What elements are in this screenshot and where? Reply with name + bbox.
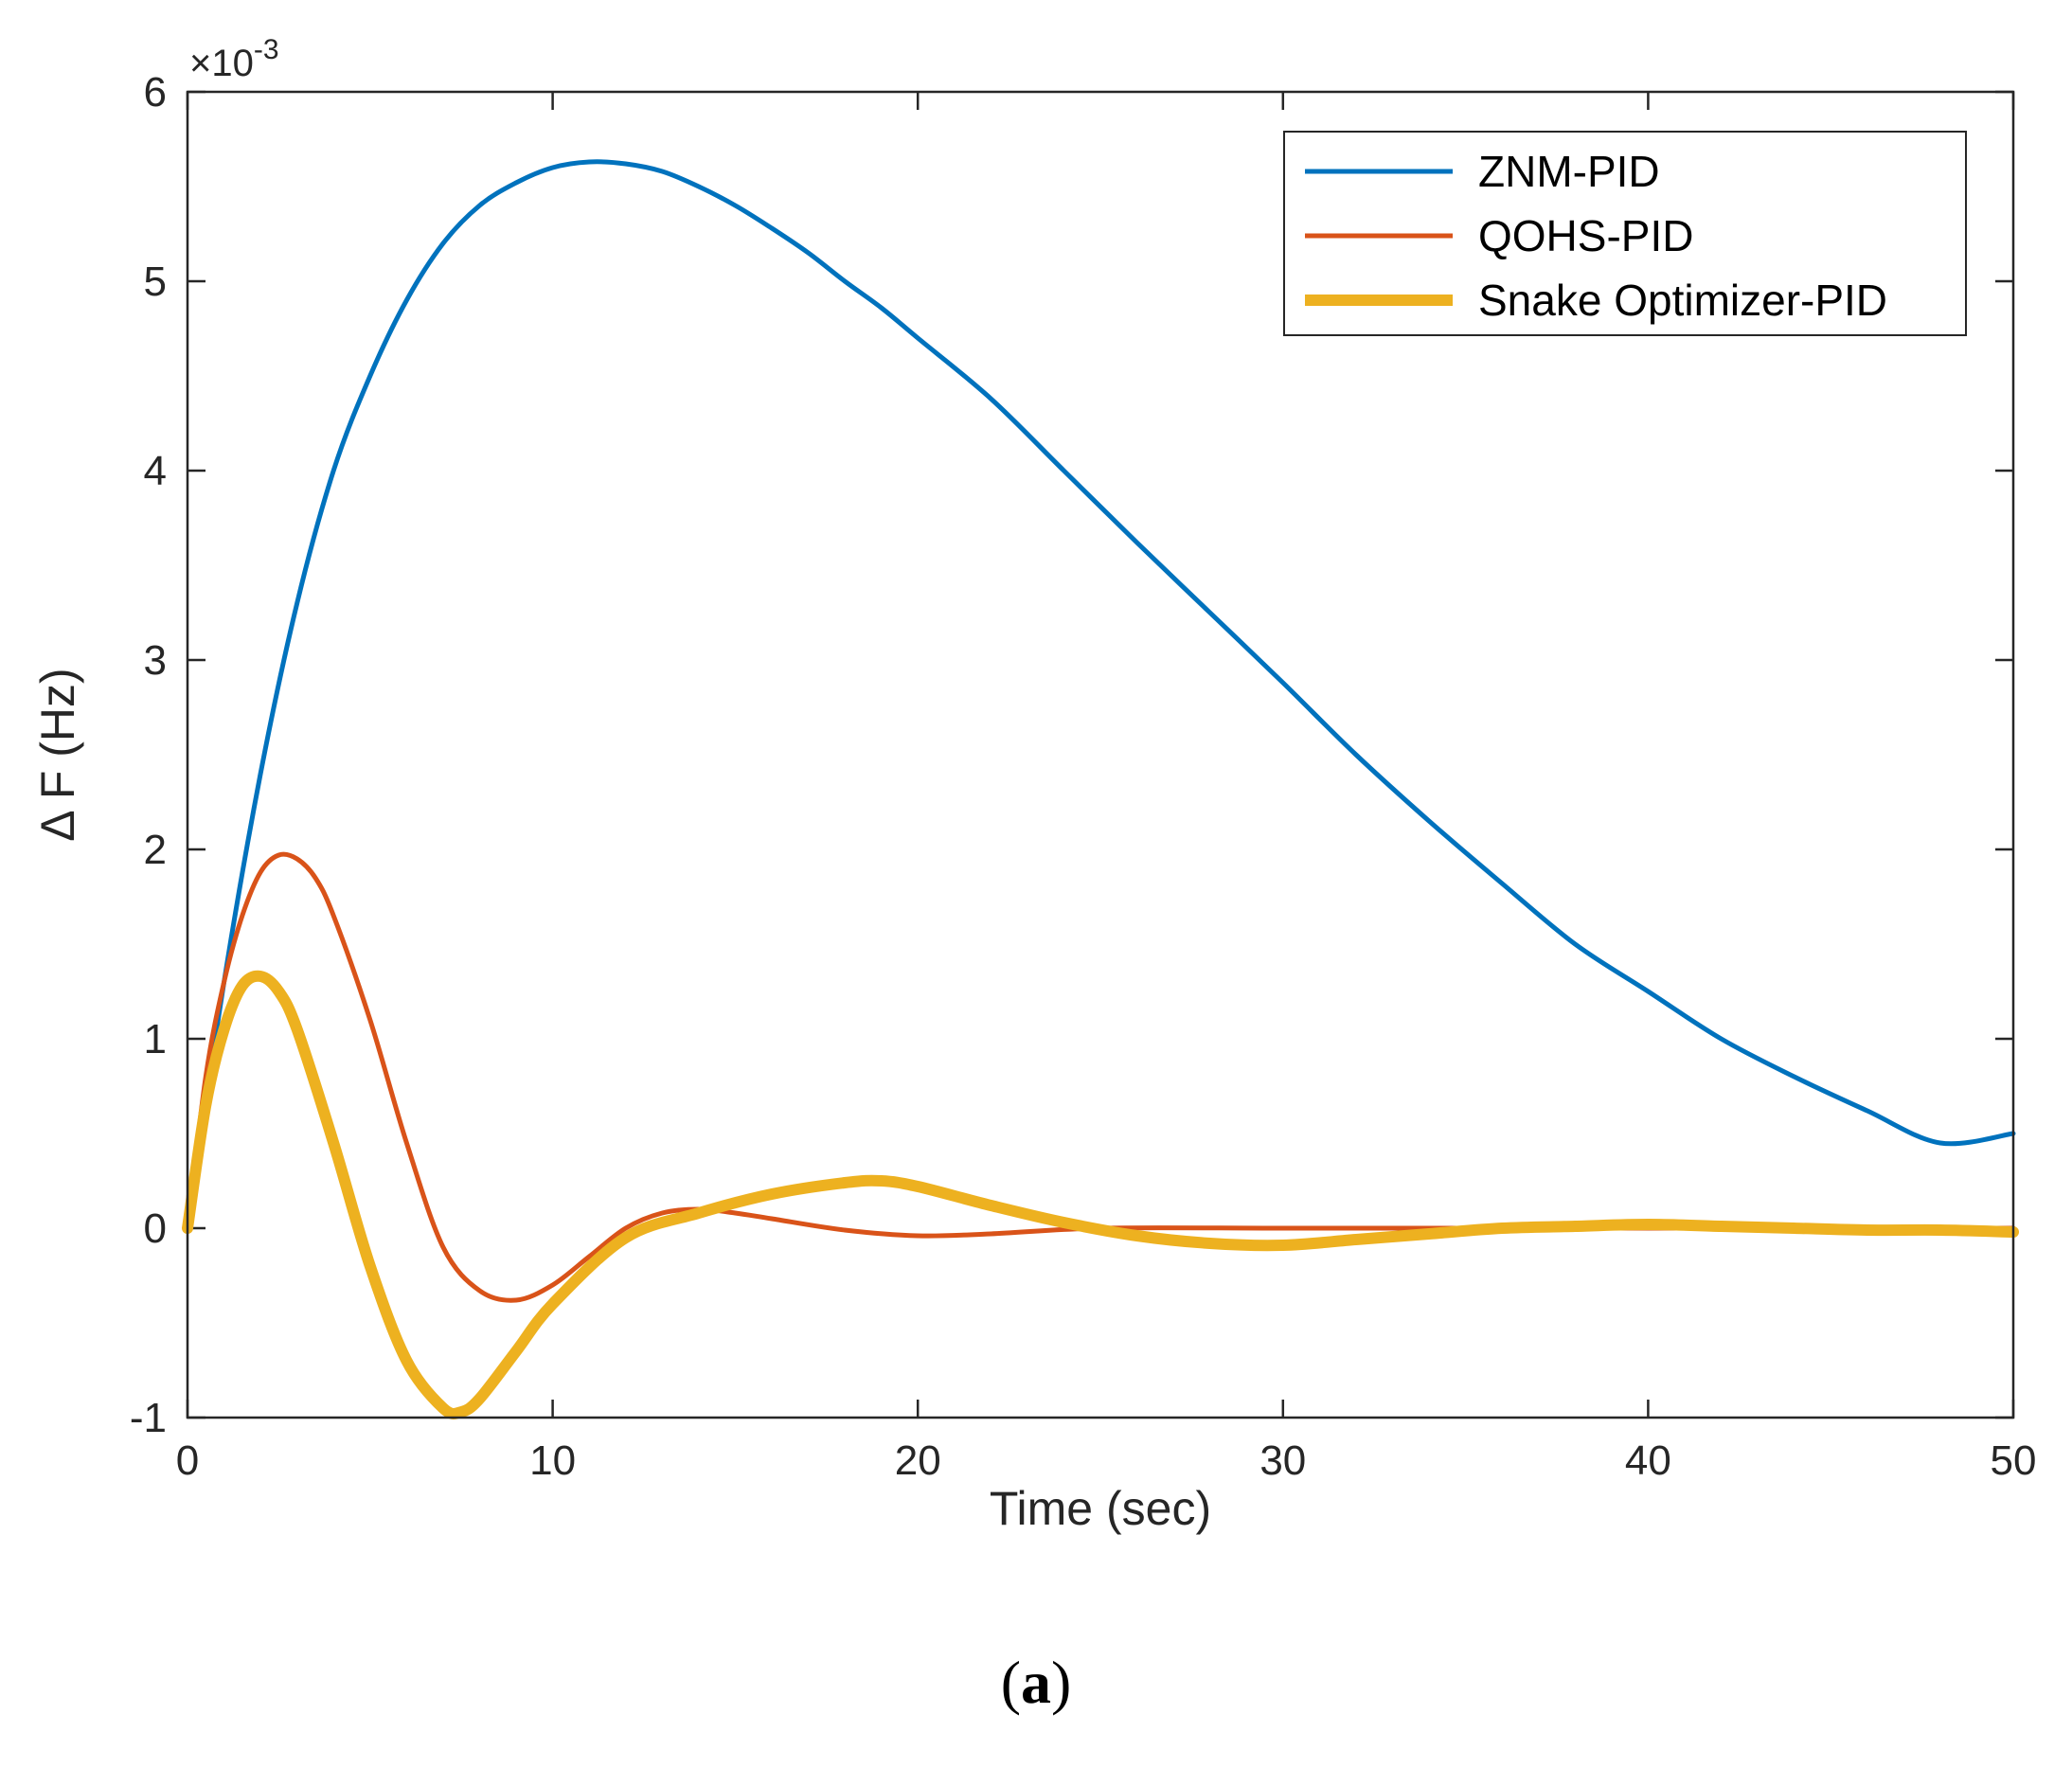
legend-label-2: QOHS-PID [1478,211,1693,260]
series-layer [182,159,2019,1419]
x-axis-label: Time (sec) [990,1482,1211,1535]
y-tick-label: 5 [144,259,167,305]
plot-frame [186,90,2015,1419]
caption-label: a [1021,1649,1051,1716]
y-multiplier: ×10-3 [189,34,279,84]
x-tick-label: 20 [895,1437,941,1484]
x-tick-label: 40 [1625,1437,1671,1484]
y-axis-label: Δ F (Hz) [31,668,84,841]
legend-label-3: Snake Optimizer-PID [1478,276,1887,325]
y-tick-label: 3 [144,637,167,684]
series-line-3 [182,970,2019,1419]
y-tick-label: 1 [144,1016,167,1062]
legend: ZNM-PID QOHS-PID Snake Optimizer-PID [1283,131,1967,336]
legend-label-1: ZNM-PID [1478,147,1660,196]
x-tick-label: 10 [529,1437,576,1484]
y-tick-label: 0 [144,1205,167,1252]
series-line-2 [185,851,2016,1303]
y-tick-label: 4 [144,448,167,494]
series-line-1 [185,159,2016,1231]
x-tick-label: 0 [176,1437,199,1484]
x-tick-label: 30 [1259,1437,1306,1484]
figure-caption: (a) [1000,1649,1072,1716]
y-tick-label: 6 [144,69,167,116]
y-tick-label: 2 [144,827,167,873]
y-tick-label: -1 [130,1395,167,1441]
x-tick-label: 50 [1991,1437,2037,1484]
